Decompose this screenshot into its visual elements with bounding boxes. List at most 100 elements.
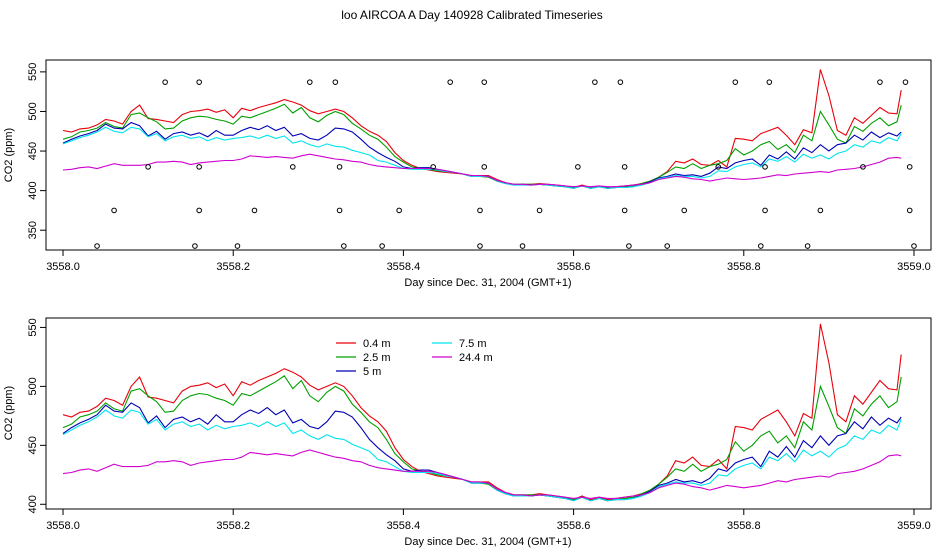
series-line-5-mm — [62, 121, 902, 189]
x-axis-label-top: Day since Dec. 31, 2004 (GMT+1) — [404, 277, 571, 289]
y-ticks-top: 350 400 450 500 550 — [27, 63, 46, 239]
marker-point — [196, 164, 202, 170]
marker-point — [336, 164, 343, 170]
x-ticks-top: 3558.0 3558.2 3558.4 3558.6 3558.8 3559.0 — [46, 250, 931, 273]
series-line-2-5-mm — [62, 375, 902, 502]
marker-point — [592, 79, 598, 85]
marker-point — [196, 79, 202, 85]
y-ticks-bottom: 400 450 500 550 — [27, 318, 46, 513]
marker-point — [481, 79, 488, 85]
series-lines-bottom — [62, 323, 902, 502]
marker-point — [341, 243, 347, 249]
marker-point — [877, 79, 883, 85]
x-tick-label: 3558.0 — [46, 520, 80, 532]
marker-point — [192, 243, 198, 249]
y-tick-label: 550 — [27, 318, 39, 336]
series-line-5-mm — [62, 402, 902, 502]
x-ticks-bottom: 3558.0 3558.2 3558.4 3558.6 3558.8 3559.0 — [46, 509, 931, 532]
marker-point — [817, 207, 824, 214]
marker-point — [762, 207, 768, 214]
y-tick-label: 500 — [27, 102, 39, 120]
marker-point — [234, 243, 241, 249]
marker-point — [289, 164, 296, 170]
y-tick-label: 400 — [27, 181, 39, 199]
marker-point — [481, 164, 488, 170]
marker-point — [626, 243, 632, 249]
x-tick-label: 3558.4 — [387, 520, 421, 532]
legend-label: 24.4 m — [459, 352, 493, 364]
marker-point — [621, 164, 628, 170]
marker-point — [430, 164, 436, 170]
y-tick-label: 550 — [27, 63, 39, 81]
marker-point — [306, 79, 313, 85]
marker-point — [911, 243, 917, 249]
x-tick-label: 3559.0 — [897, 261, 931, 273]
x-tick-label: 3558.6 — [557, 520, 591, 532]
marker-point — [379, 243, 385, 249]
y-tick-label: 400 — [27, 495, 39, 513]
marker-point — [762, 164, 768, 170]
marker-point — [332, 79, 339, 85]
x-tick-label: 3558.4 — [387, 261, 421, 273]
series-line-7-5-mm — [62, 409, 902, 502]
marker-point — [715, 164, 722, 170]
y-tick-label: 500 — [27, 377, 39, 395]
marker-point — [758, 243, 764, 249]
y-tick-label: 350 — [27, 221, 39, 239]
plot-frame-bottom — [45, 317, 932, 510]
marker-point — [447, 79, 454, 85]
marker-point — [732, 79, 739, 85]
marker-point — [94, 243, 100, 249]
series-line-24-4-mm — [62, 449, 902, 499]
marker-point — [860, 164, 866, 170]
plot-frame-top — [45, 59, 932, 251]
y-axis-label-bottom: CO2 (ppm) — [3, 386, 15, 440]
marker-point — [575, 164, 581, 170]
y-tick-label: 450 — [27, 436, 39, 454]
marker-point — [196, 207, 202, 214]
y-tick-label: 450 — [27, 142, 39, 160]
legend-label: 7.5 m — [459, 338, 487, 350]
series-line-24-4-mm — [62, 153, 902, 188]
x-tick-label: 3558.0 — [46, 261, 80, 273]
panel-top: 350 400 450 500 550 3558.0 3558.2 3558.4 3558.6… — [3, 59, 932, 289]
marker-point — [477, 207, 483, 214]
x-tick-label: 3558.8 — [727, 261, 761, 273]
figure-title: loo AIRCOA A Day 140928 Calibrated Times… — [341, 8, 602, 22]
marker-point — [477, 243, 483, 249]
marker-point — [617, 79, 624, 85]
marker-point — [906, 207, 913, 214]
marker-point — [906, 164, 913, 170]
x-axis-label-bottom: Day since Dec. 31, 2004 (GMT+1) — [404, 536, 571, 548]
series-line-0-4-mm — [62, 323, 902, 501]
marker-point — [681, 207, 688, 214]
legend-label: 0.4 m — [363, 338, 391, 350]
series-lines-top — [62, 69, 902, 189]
marker-point — [396, 207, 402, 214]
marker-point — [664, 243, 671, 249]
legend: 0.4 m 2.5 m 5 m 7.5 m 24.4 m — [336, 338, 493, 378]
marker-point — [162, 79, 168, 85]
marker-point — [519, 243, 526, 249]
marker-point — [621, 207, 628, 214]
marker-point — [251, 207, 258, 214]
x-tick-label: 3558.2 — [216, 520, 250, 532]
marker-point — [111, 207, 117, 214]
legend-label: 2.5 m — [363, 352, 391, 364]
y-axis-label-top: CO2 (ppm) — [3, 128, 15, 182]
marker-point — [536, 207, 543, 214]
marker-point — [902, 79, 909, 85]
legend-label: 5 m — [363, 366, 381, 378]
x-tick-label: 3558.6 — [557, 261, 591, 273]
markers-top — [94, 79, 917, 249]
marker-point — [766, 79, 773, 85]
x-tick-label: 3559.0 — [897, 520, 931, 532]
marker-point — [336, 207, 343, 214]
x-tick-label: 3558.2 — [216, 261, 250, 273]
marker-point — [804, 243, 811, 249]
series-line-0-4-mm — [62, 69, 902, 189]
marker-point — [145, 164, 151, 170]
x-tick-label: 3558.8 — [727, 520, 761, 532]
